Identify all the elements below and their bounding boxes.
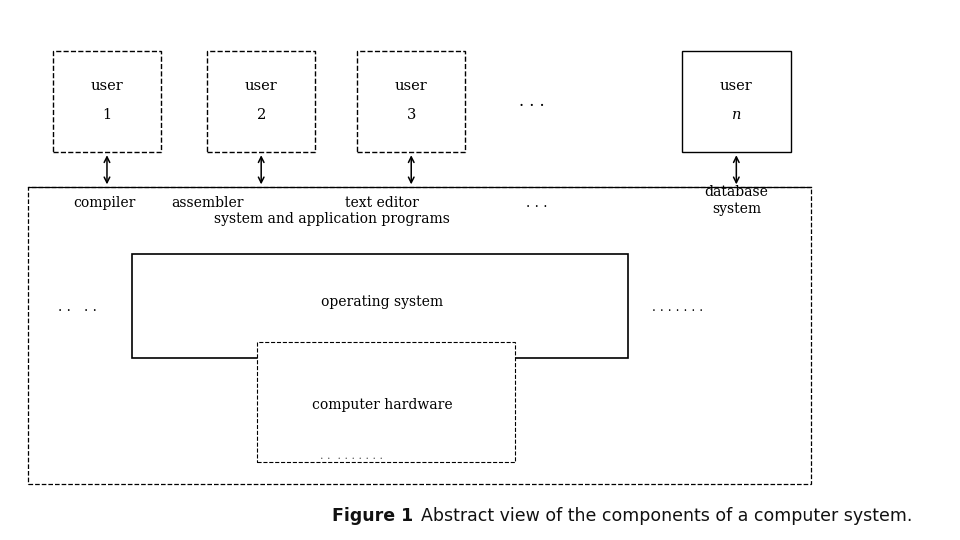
- Text: Abstract view of the components of a computer system.: Abstract view of the components of a com…: [421, 507, 913, 525]
- Text: . . .: . . .: [519, 93, 545, 110]
- FancyBboxPatch shape: [257, 342, 516, 462]
- Text: user: user: [245, 79, 277, 93]
- Text: 3: 3: [406, 108, 416, 122]
- Text: Figure 1: Figure 1: [332, 507, 420, 525]
- FancyBboxPatch shape: [357, 51, 466, 152]
- Text: user: user: [720, 79, 753, 93]
- Text: . .  . . . . . . .: . . . . . . . . .: [320, 451, 383, 461]
- Text: 1: 1: [103, 108, 111, 122]
- FancyBboxPatch shape: [207, 51, 316, 152]
- Text: text editor: text editor: [345, 196, 419, 210]
- Text: . . . . . . .: . . . . . . .: [653, 301, 704, 314]
- Text: user: user: [395, 79, 427, 93]
- Text: . .   . .: . . . .: [59, 300, 97, 314]
- FancyBboxPatch shape: [53, 51, 161, 152]
- Text: 2: 2: [256, 108, 266, 122]
- Text: compiler: compiler: [74, 196, 136, 210]
- Text: . . .: . . .: [525, 196, 547, 210]
- FancyBboxPatch shape: [683, 51, 790, 152]
- Text: system and application programs: system and application programs: [214, 212, 450, 226]
- Text: database
system: database system: [705, 185, 768, 215]
- Text: user: user: [90, 79, 123, 93]
- Text: assembler: assembler: [171, 196, 243, 210]
- FancyBboxPatch shape: [28, 187, 811, 484]
- FancyBboxPatch shape: [132, 254, 628, 358]
- Text: operating system: operating system: [321, 295, 444, 309]
- Text: computer hardware: computer hardware: [312, 397, 452, 411]
- Text: n: n: [732, 108, 741, 122]
